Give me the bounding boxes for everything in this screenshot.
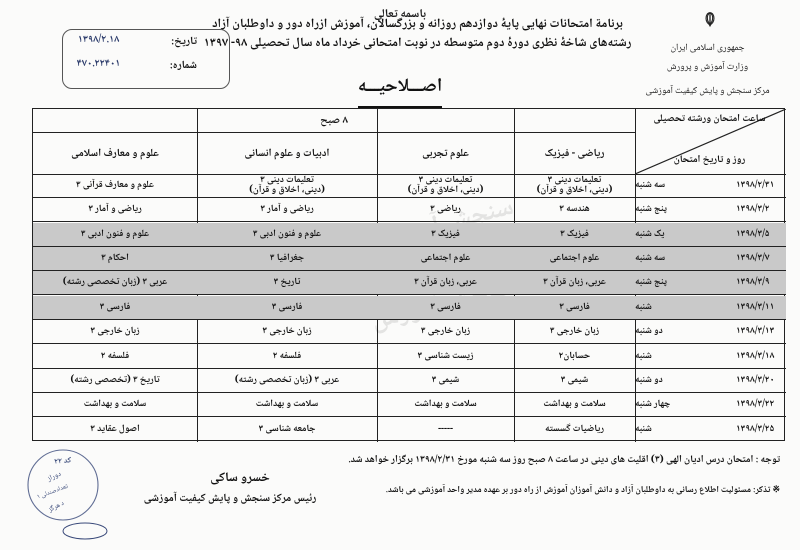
svg-text:تعدادصندلی ۱: تعدادصندلی ۱	[36, 482, 70, 503]
svg-text:د هرگز: د هرگز	[46, 499, 67, 517]
